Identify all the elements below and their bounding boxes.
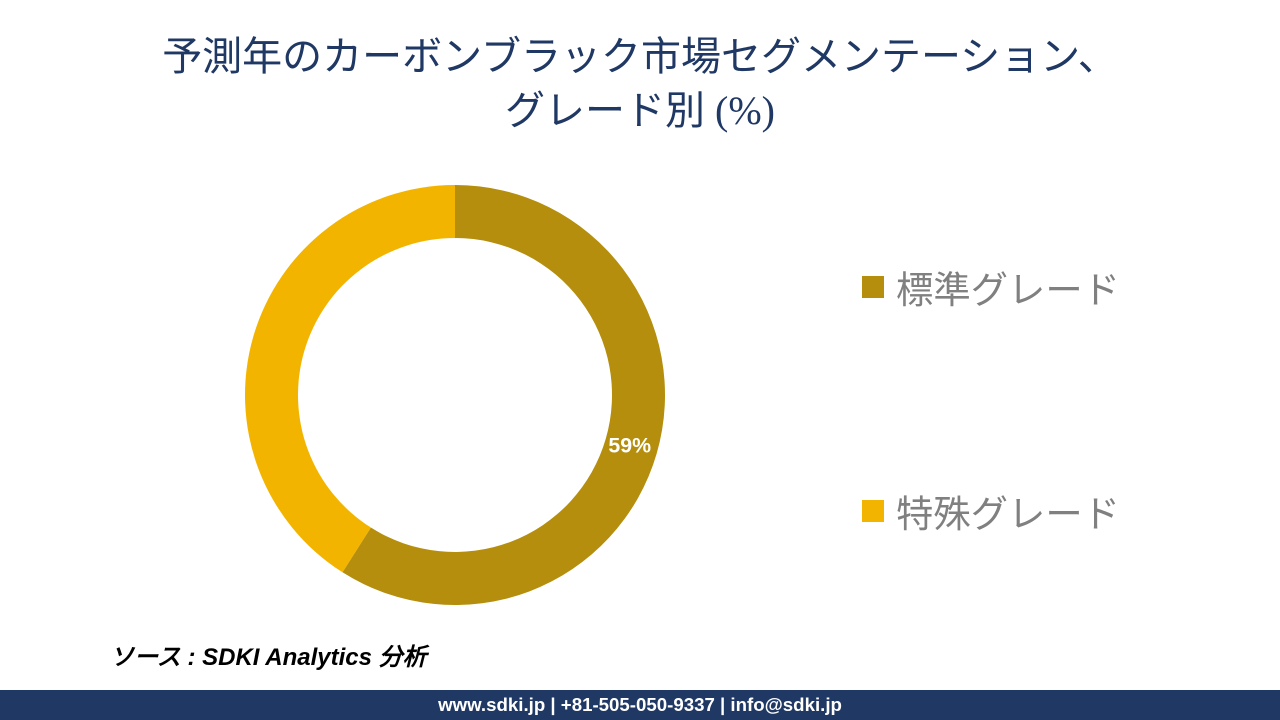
- legend-swatch-icon: [862, 276, 884, 298]
- slide-root: 予測年のカーボンブラック市場セグメンテーション、 グレード別 (%) 標準グレー…: [0, 0, 1280, 720]
- donut-slice-special-grade: [245, 185, 455, 572]
- legend-swatch-icon: [862, 500, 884, 522]
- legend-label: 標準グレード: [896, 260, 1120, 314]
- chart-legend: 標準グレード特殊グレード: [862, 260, 1120, 538]
- source-attribution: ソース : SDKI Analytics 分析: [110, 637, 427, 672]
- legend-label: 特殊グレード: [896, 484, 1120, 538]
- source-text: ソース : SDKI Analytics 分析: [110, 644, 427, 671]
- legend-item-0: 標準グレード: [862, 260, 1120, 314]
- footer-text: www.sdki.jp | +81-505-050-9337 | info@sd…: [438, 694, 842, 715]
- footer-bar: www.sdki.jp | +81-505-050-9337 | info@sd…: [0, 690, 1280, 720]
- donut-label-standard-grade: 59%: [608, 433, 651, 458]
- legend-item-1: 特殊グレード: [862, 484, 1120, 538]
